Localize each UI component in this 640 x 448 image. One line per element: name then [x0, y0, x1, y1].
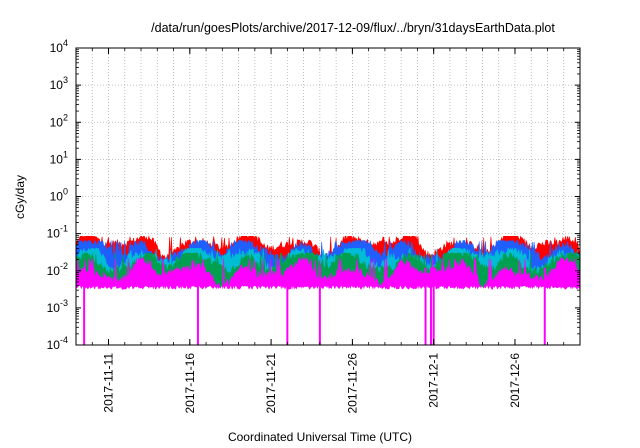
axis-ticks: 10-4 10-3 10-2 10-1 100 101 102 103 104 2017-11-1…: [47, 38, 580, 414]
y-tick-label: 10-4: [47, 335, 68, 352]
y-tick-label: 10-3: [47, 298, 68, 315]
chart-title: /data/run/goesPlots/archive/2017-12-09/f…: [151, 21, 555, 35]
x-axis-label: Coordinated Universal Time (UTC): [228, 430, 412, 444]
series-floor-gap: [76, 285, 580, 345]
x-tick-label: 2017-11-11: [102, 353, 116, 413]
x-tick-label: 2017-11-21: [264, 353, 278, 414]
x-tick-label: 2017-11-16: [183, 353, 197, 414]
y-tick-label: 100: [50, 187, 68, 204]
x-tick-label: 2017-12-1: [427, 353, 441, 408]
y-tick-label: 10-1: [47, 224, 68, 241]
y-tick-label: 101: [50, 149, 68, 166]
y-tick-label: 104: [50, 38, 68, 55]
y-tick-label: 102: [50, 112, 68, 129]
y-axis-label: cGy/day: [13, 175, 27, 219]
x-tick-label: 2017-12-6: [508, 353, 522, 408]
plot-frame: [75, 47, 581, 346]
data-series: [75, 235, 581, 346]
y-tick-label: 10-2: [47, 261, 68, 278]
x-tick-label: 2017-11-26: [345, 353, 359, 414]
y-tick-label: 103: [50, 75, 68, 92]
